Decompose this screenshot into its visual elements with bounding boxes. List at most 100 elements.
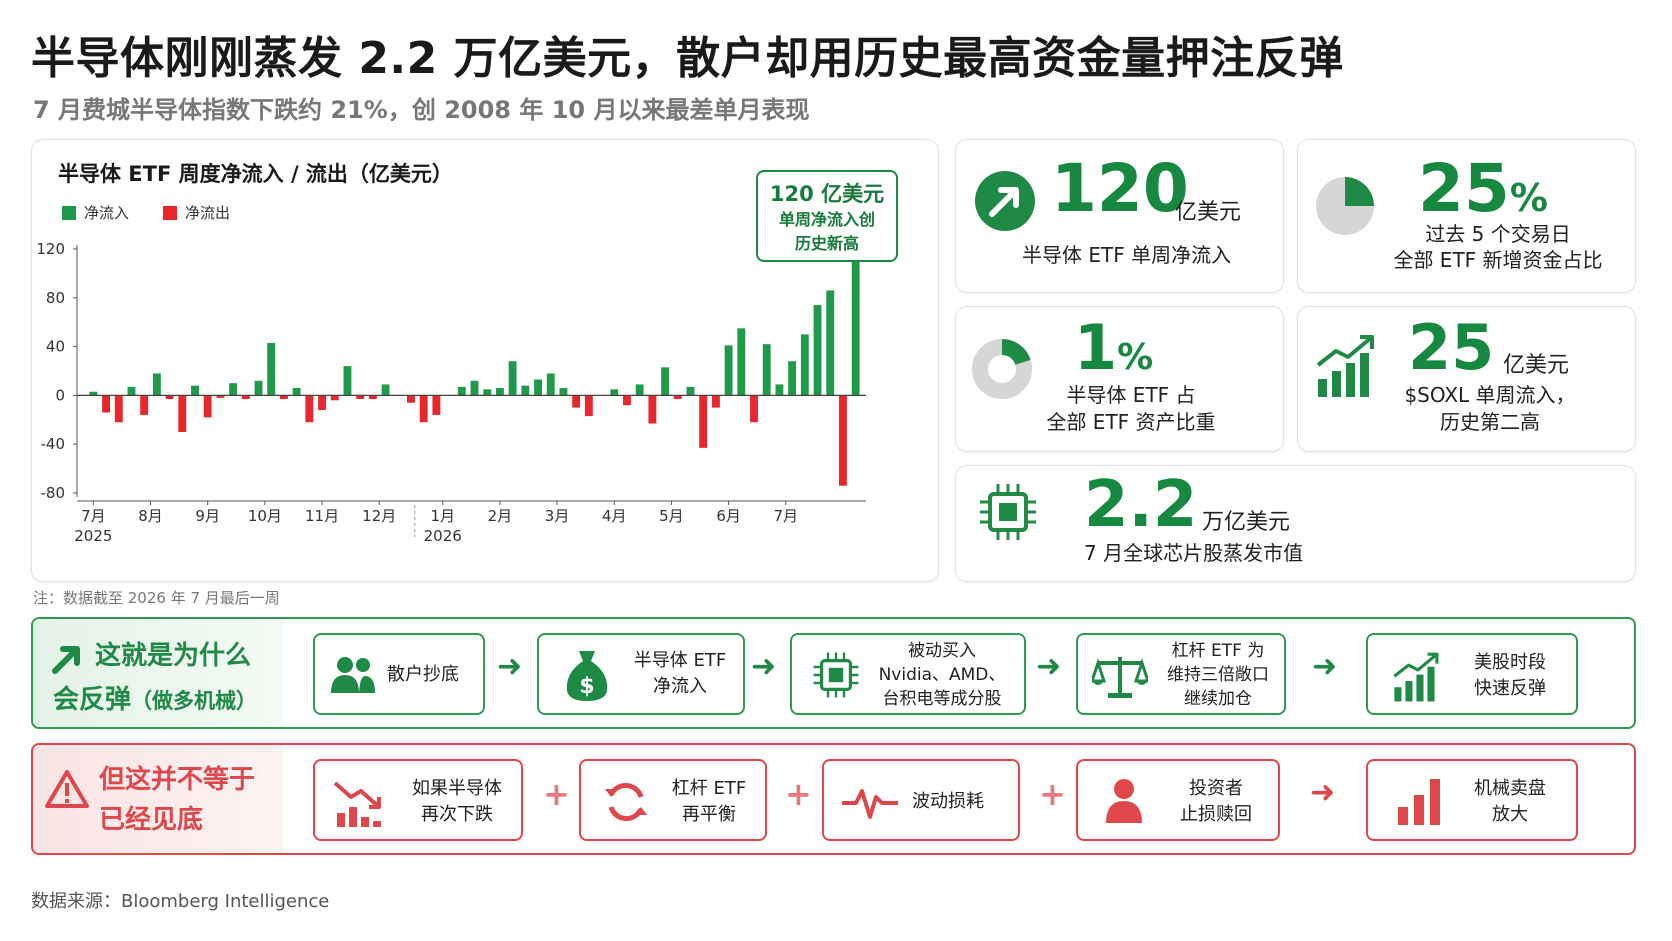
year-label-2026: 2026 xyxy=(424,527,462,545)
bar-outflow xyxy=(572,395,581,408)
balance-scale-icon xyxy=(1092,657,1148,698)
step-semis-drop-label2: 再次下跌 xyxy=(421,804,493,825)
bar-inflow xyxy=(483,389,492,396)
up-arrow-icon xyxy=(52,646,80,674)
page-title: 半导体刚刚蒸发 2.2 万亿美元，散户却用历史最高资金量押注反弹 xyxy=(31,33,1344,84)
bar-inflow xyxy=(661,367,670,396)
bar-growth-icon xyxy=(1393,652,1439,702)
step-leveraged-etf-rebalance: 杠杆 ETF 为 维持三倍敞口 继续加仓 xyxy=(1076,633,1286,715)
chart-card: 120 80 40 0 -40 -80 7月 8月 9月 10月 11月 12月 1月 2月 3月 4月 5月 6… xyxy=(31,139,939,582)
stat-soxl-inflow-unit: 亿美元 xyxy=(1503,353,1570,378)
bar-outflow xyxy=(432,395,441,415)
bar-inflow xyxy=(89,391,98,396)
stat-market-cap-loss-desc: 7 月全球芯片股蒸发市值 xyxy=(1084,541,1304,565)
step-quick-rebound-label2: 快速反弹 xyxy=(1474,678,1546,699)
bar-inflow xyxy=(457,386,466,396)
bar-inflow xyxy=(521,385,530,396)
step-passive-buying: 被动买入 Nvidia、AMD、 台积电等成分股 xyxy=(790,633,1026,715)
stat-asset-weight-number: 1 xyxy=(1074,311,1118,384)
x-tick-label: 7月 xyxy=(81,507,106,525)
y-tick-label: -80 xyxy=(41,484,66,502)
stat-asset-weight-percent: % xyxy=(1117,337,1154,378)
x-tick-label: 4月 xyxy=(602,507,627,525)
step-leveraged-etf-rebalance-risk: 杠杆 ETF 再平衡 xyxy=(579,759,767,841)
flow-arrow-3: ➜ xyxy=(1036,649,1062,684)
stat-soxl-inflow-value: 25 xyxy=(1408,311,1495,384)
step-leveraged-etf-label3: 继续加仓 xyxy=(1184,689,1252,709)
bar-inflow xyxy=(381,384,390,396)
bar-outflow xyxy=(750,395,758,423)
bar-outflow xyxy=(241,395,250,400)
donut-share-segment xyxy=(972,339,1032,399)
x-tick-label: 2月 xyxy=(488,507,513,525)
stat-card-market-cap-loss: 2.2 万亿美元 7 月全球芯片股蒸发市值 xyxy=(955,465,1636,582)
bar-outflow xyxy=(203,395,212,418)
step-mechanical-selling: 机械卖盘 放大 xyxy=(1366,759,1578,841)
rebound-row-title2-sub: （做多机械） xyxy=(131,689,258,713)
y-tick-label: 120 xyxy=(36,240,65,258)
step-rebalance-label2: 再平衡 xyxy=(682,804,736,825)
stat-share-of-flows-percent: % xyxy=(1509,176,1548,220)
svg-text:$: $ xyxy=(579,674,594,699)
bar-outflow xyxy=(839,395,847,486)
bar-outflow xyxy=(330,395,339,401)
x-tick-label: 5月 xyxy=(659,507,684,525)
bar-inflow xyxy=(508,361,517,396)
chart-title: 半导体 ETF 周度净流入 / 流出（亿美元） xyxy=(58,162,453,186)
step-semis-drop-label1: 如果半导体 xyxy=(412,778,502,799)
step-rebalance-label1: 杠杆 ETF xyxy=(671,778,747,799)
warning-icon xyxy=(45,770,89,808)
chip-icon xyxy=(813,652,859,698)
rebound-row-header: 这就是为什么 会反弹（做多机械） xyxy=(33,619,283,727)
bar-outflow xyxy=(623,395,631,406)
step-etf-inflow-label2: 净流入 xyxy=(653,676,707,697)
legend-inflow-label: 净流入 xyxy=(84,204,130,222)
step-semis-drop-again: 如果半导体 再次下跌 xyxy=(313,759,523,841)
callout-line1: 单周净流入创 xyxy=(778,210,875,229)
x-tick-label: 1月 xyxy=(430,507,455,525)
flow-arrow-4: ➜ xyxy=(1312,649,1338,684)
step-stop-loss-label2: 止损赎回 xyxy=(1180,804,1252,825)
person-icon xyxy=(1106,779,1142,823)
bar-outflow xyxy=(407,395,415,403)
stat-market-cap-loss-value: 2.2 xyxy=(1084,468,1198,542)
stat-weekly-inflow-unit: 亿美元 xyxy=(1175,200,1242,225)
step-leveraged-etf-label1: 杠杆 ETF 为 xyxy=(1171,641,1265,661)
stat-asset-weight-value: 1% xyxy=(1074,311,1153,384)
bar-outflow xyxy=(216,395,225,398)
legend-inflow: 净流入 xyxy=(62,202,129,223)
stat-share-of-flows-desc2: 全部 ETF 新增资金占比 xyxy=(1393,248,1603,272)
bar-inflow xyxy=(152,373,161,396)
bar-outflow xyxy=(368,395,377,400)
bar-outflow xyxy=(305,395,314,423)
trend-up-arrow-icon xyxy=(975,171,1035,231)
bar-chart-icon xyxy=(1398,779,1440,825)
bar-inflow xyxy=(254,380,263,396)
legend-outflow-swatch xyxy=(163,205,177,220)
record-inflow-callout: 120 亿美元 单周净流入创 历史新高 xyxy=(756,170,898,262)
x-tick-label: 3月 xyxy=(545,507,570,525)
step-retail-dip-buying: 散户抄底 xyxy=(313,633,485,715)
step-passive-buying-label2: Nvidia、AMD、 xyxy=(878,665,1006,685)
pie-chart-icon xyxy=(1316,177,1374,235)
donut-chart-icon xyxy=(972,339,1032,399)
bar-outflow xyxy=(279,395,288,400)
bar-inflow xyxy=(495,388,504,396)
stat-card-asset-weight: 1% 半导体 ETF 占 全部 ETF 资产比重 xyxy=(955,306,1284,452)
bar-outflow xyxy=(584,395,593,417)
x-tick-label: 9月 xyxy=(195,507,220,525)
bar-outflow xyxy=(114,395,123,423)
risk-mechanism-row: 但这并不等于 已经见底 如果半导体 再次下跌 + 杠杆 ETF 再平衡 + 波动… xyxy=(31,743,1636,855)
bar-inflow xyxy=(724,345,733,396)
bar-chart: 120 80 40 0 -40 -80 7月 8月 9月 10月 11月 12月 1月 2月 3月 4月 5月 6… xyxy=(36,240,899,545)
flow-arrow-red: ➜ xyxy=(1310,775,1336,810)
bar-outflow xyxy=(711,395,720,408)
step-passive-buying-label3: 台积电等成分股 xyxy=(882,689,1002,709)
x-tick-label: 8月 xyxy=(138,507,163,525)
stat-weekly-inflow-desc: 半导体 ETF 单周净流入 xyxy=(1022,243,1232,267)
risk-row-header: 但这并不等于 已经见底 xyxy=(33,745,283,853)
year-label-2025: 2025 xyxy=(74,527,112,545)
y-tick-label: 40 xyxy=(46,338,65,356)
bar-inflow xyxy=(559,388,568,396)
bar-inflow xyxy=(775,384,784,396)
